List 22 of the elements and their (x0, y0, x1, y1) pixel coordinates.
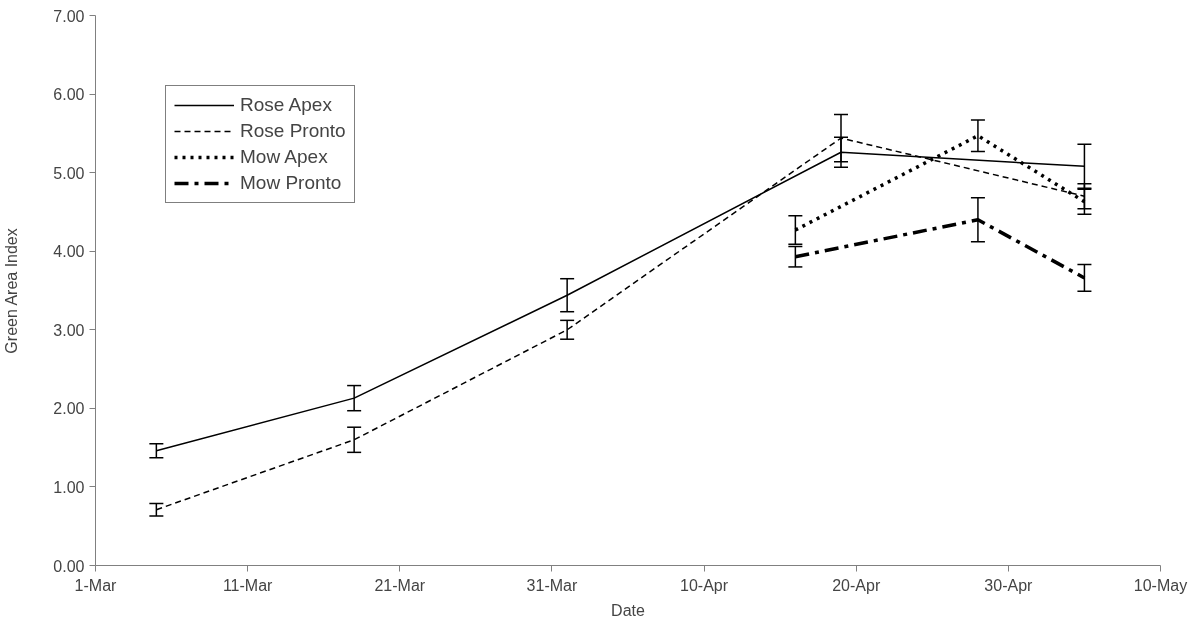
y-tick-label: 6.00 (53, 86, 85, 104)
y-tick-label: 3.00 (53, 321, 85, 339)
y-tick-label: 1.00 (53, 478, 85, 496)
y-tick-label: 2.00 (53, 400, 85, 418)
x-axis-title: Date (611, 601, 645, 619)
legend-label: Mow Apex (240, 146, 328, 168)
x-tick-label: 31-Mar (526, 576, 578, 594)
x-tick-label: 20-Apr (832, 576, 881, 594)
legend-label: Mow Pronto (240, 172, 342, 194)
x-tick-label: 1-Mar (74, 576, 118, 594)
x-tick-label: 30-Apr (984, 576, 1034, 594)
x-tick-label: 11-Mar (222, 576, 274, 594)
legend-label: Rose Apex (240, 94, 332, 116)
x-tick-label: 21-Mar (374, 576, 426, 594)
legend-label: Rose Pronto (240, 120, 346, 142)
y-tick-label: 0.00 (53, 557, 85, 575)
x-tick-label: 10-May (1133, 576, 1188, 594)
y-tick-label: 7.00 (53, 7, 85, 25)
y-tick-label: 4.00 (53, 243, 85, 261)
y-tick-label: 5.00 (53, 164, 85, 182)
x-tick-label: 10-Apr (680, 576, 729, 594)
y-axis-title: Green Area Index (3, 228, 21, 354)
